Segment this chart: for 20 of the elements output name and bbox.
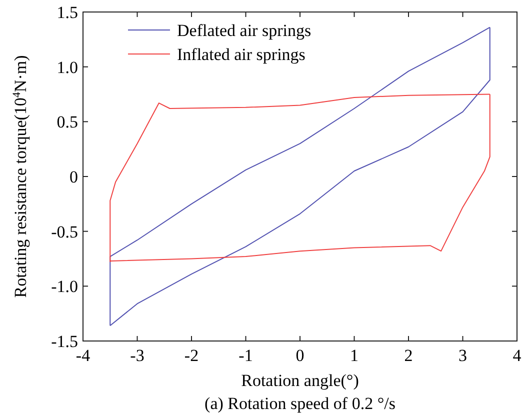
y-tick-label: -0.5 [51,222,78,242]
y-tick-label: 0 [70,167,78,186]
x-tick-label: 4 [512,346,522,365]
y-tick-label: -1.5 [51,332,78,351]
x-tick-label: -4 [76,346,91,365]
y-tick-label: 1.5 [56,2,78,22]
y-tick-label: 0.5 [56,112,78,132]
x-tick-label: 0 [296,346,304,365]
legend-label: Deflated air springs [177,20,312,40]
x-tick-label: -1 [238,346,253,365]
x-tick-label: -2 [184,346,199,365]
y-tick-label: -1.0 [51,277,78,296]
x-tick-label: -3 [130,346,144,365]
text: (a) Rotation speed of 0.2 °/s [204,394,396,413]
x-tick-label: 2 [404,346,413,365]
x-axis-title: Rotation angle(°) [241,371,359,390]
x-tick-label: 1 [350,346,358,365]
x-tick-label: 3 [458,346,467,365]
y-tick-label: 1.0 [56,58,78,77]
legend-label: Inflated air springs [177,44,306,64]
